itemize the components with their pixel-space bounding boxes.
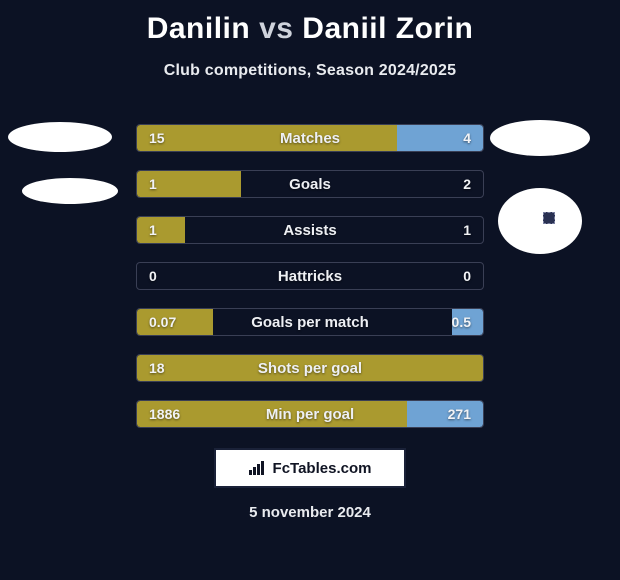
comparison-chart: 154Matches 12Goals 11Assists 00Hattricks 0.0…: [136, 124, 484, 446]
date-label: 5 november 2024: [0, 504, 620, 521]
stat-row: 11Assists: [136, 216, 484, 244]
stat-label: Matches: [137, 125, 483, 151]
stat-label: Hattricks: [137, 263, 483, 289]
logo-text: FcTables.com: [273, 460, 372, 477]
stat-label: Assists: [137, 217, 483, 243]
stat-row: 154Matches: [136, 124, 484, 152]
stat-row: 12Goals: [136, 170, 484, 198]
ellipse-decoration: [8, 122, 112, 152]
stat-label: Goals per match: [137, 309, 483, 335]
stat-label: Min per goal: [137, 401, 483, 427]
stat-row: 00Hattricks: [136, 262, 484, 290]
stat-row: 0.070.5Goals per match: [136, 308, 484, 336]
ellipse-decoration: [22, 178, 118, 204]
player2-name: Daniil Zorin: [302, 12, 473, 45]
player1-name: Danilin: [147, 12, 251, 45]
stat-row: 1886271Min per goal: [136, 400, 484, 428]
vs-separator: vs: [259, 12, 293, 45]
logo-box: FcTables.com: [214, 448, 406, 488]
stat-row: 18Shots per goal: [136, 354, 484, 382]
stat-label: Shots per goal: [137, 355, 483, 381]
bars-icon: [249, 461, 267, 475]
ellipse-decoration: [490, 120, 590, 156]
stat-label: Goals: [137, 171, 483, 197]
subtitle: Club competitions, Season 2024/2025: [0, 62, 620, 80]
stamp-icon: [543, 212, 555, 224]
page-title: Danilin vs Daniil Zorin: [0, 0, 620, 46]
ellipse-decoration: [498, 188, 582, 254]
